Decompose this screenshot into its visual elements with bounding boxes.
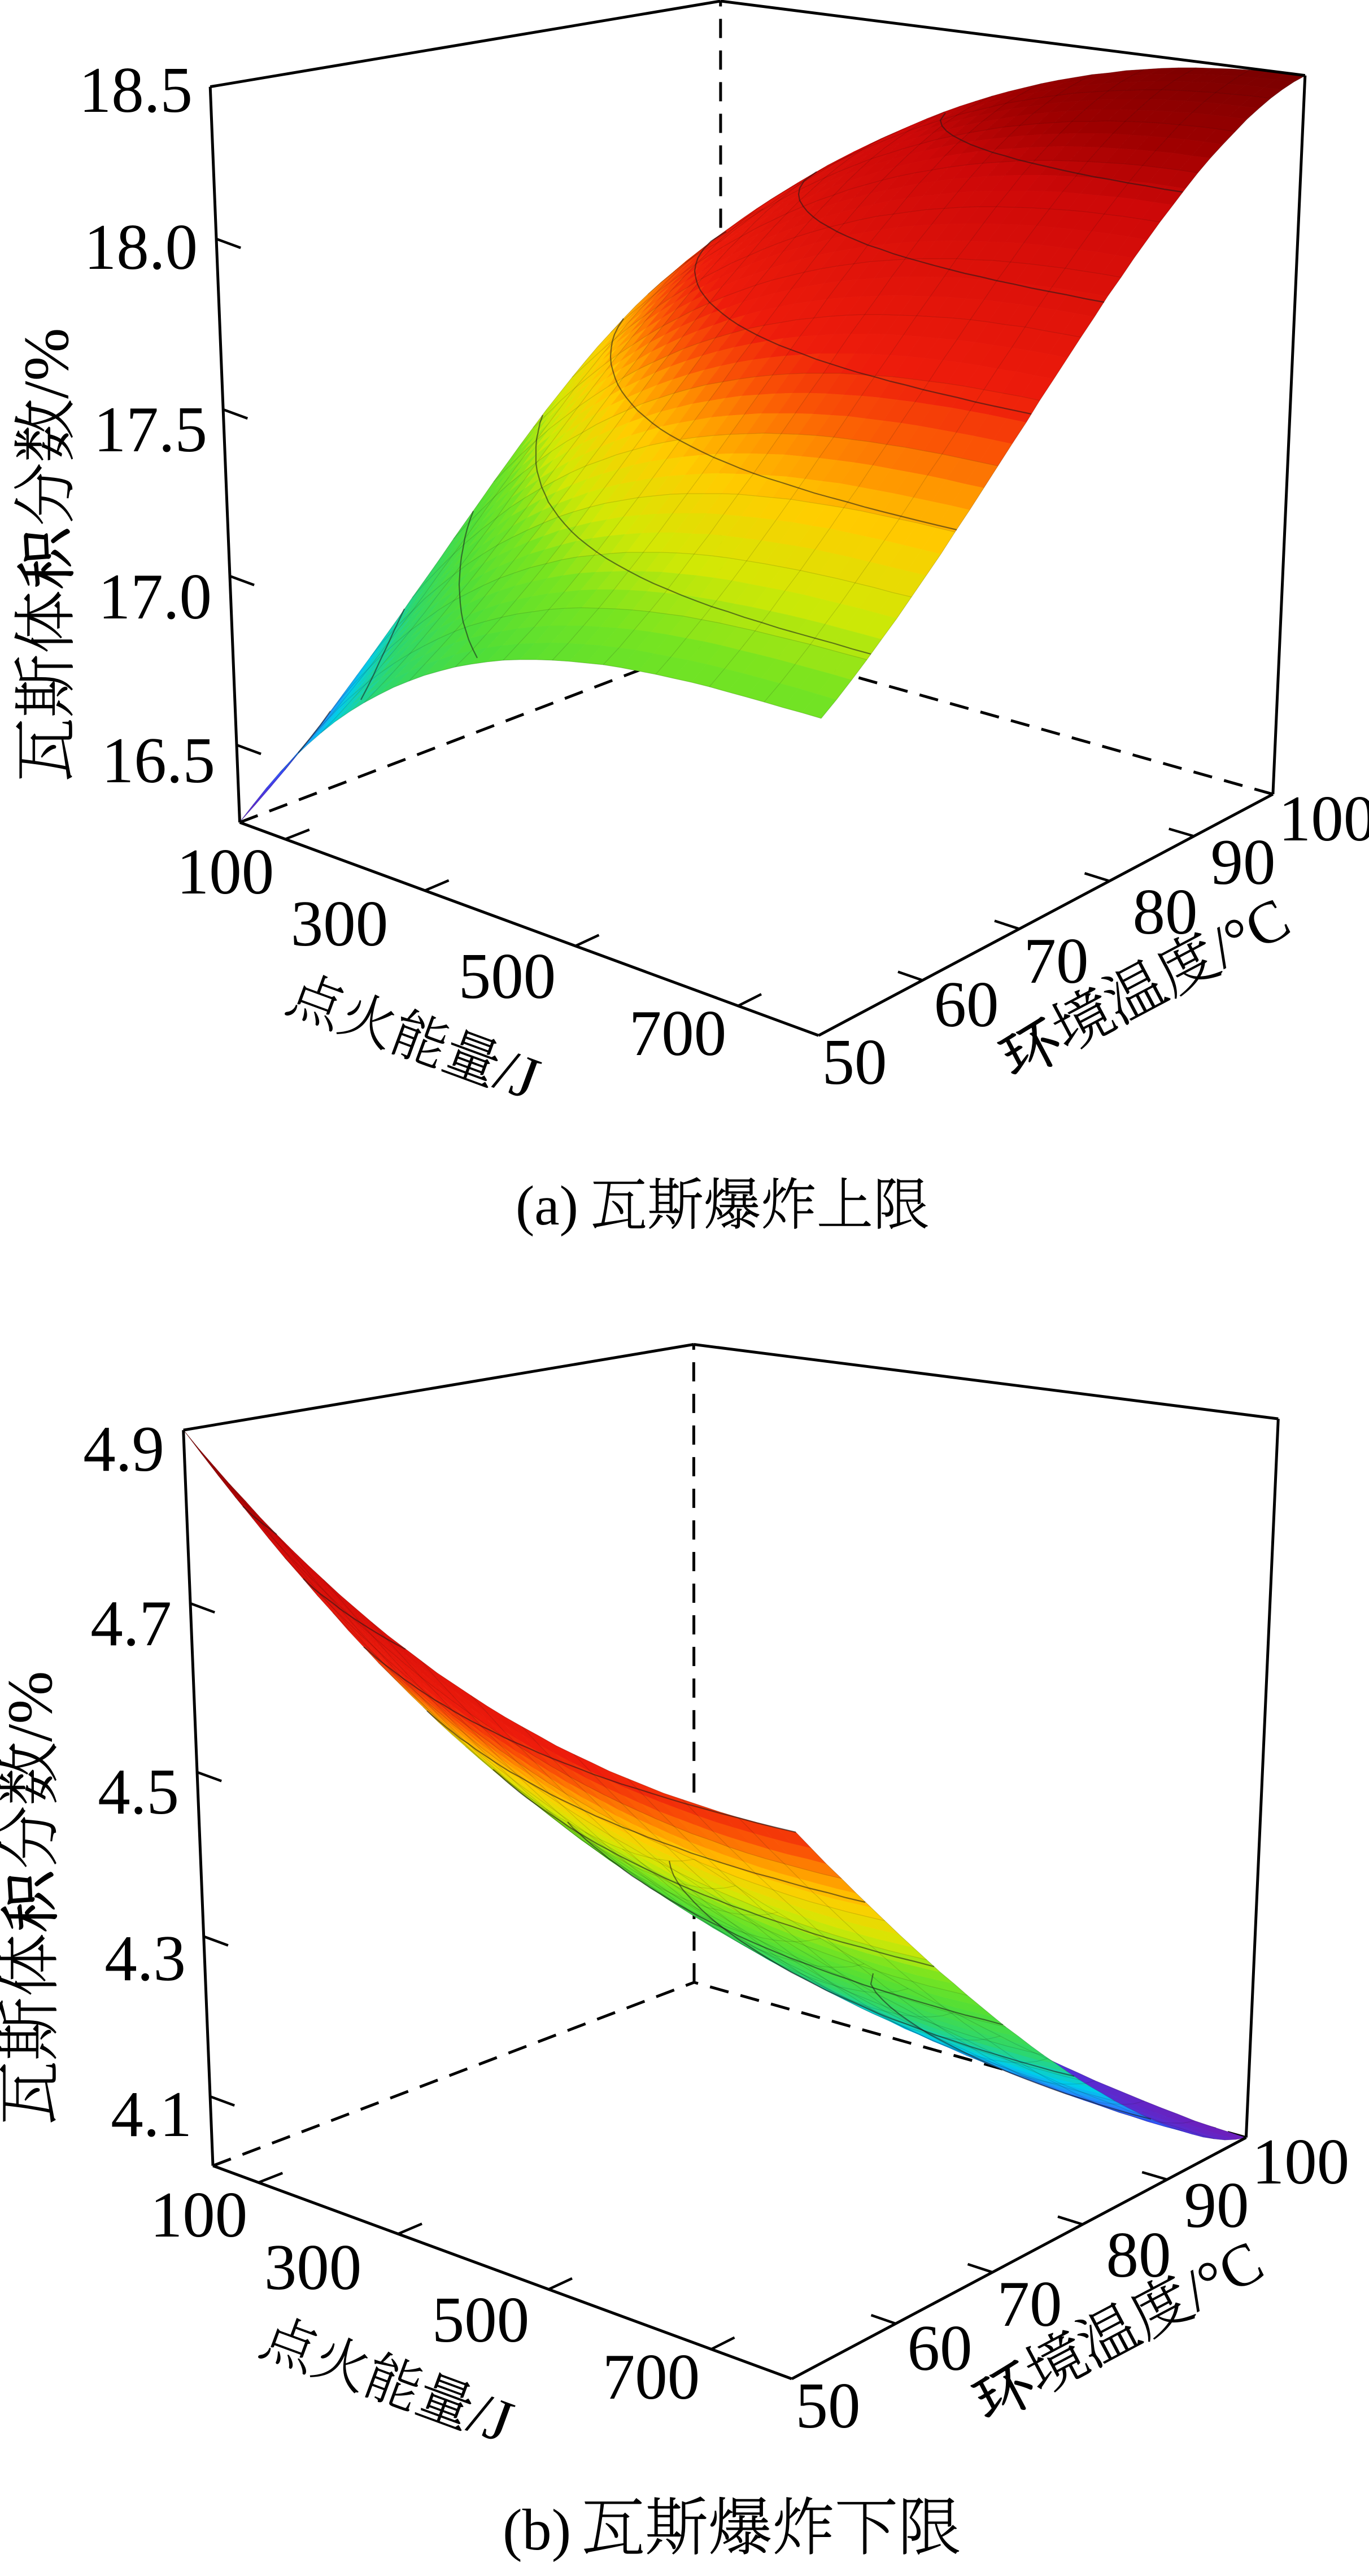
svg-text:17.0: 17.0 xyxy=(98,561,212,633)
svg-text:4.7: 4.7 xyxy=(90,1588,172,1659)
svg-text:18.0: 18.0 xyxy=(84,211,198,283)
svg-text:(a): (a) xyxy=(516,1174,578,1237)
svg-text:50: 50 xyxy=(822,1026,887,1098)
svg-text:700: 700 xyxy=(629,997,727,1069)
svg-text:17.5: 17.5 xyxy=(94,394,207,465)
svg-text:/%: /% xyxy=(11,328,82,399)
svg-text:90: 90 xyxy=(1211,826,1276,898)
svg-text:80: 80 xyxy=(1106,2219,1171,2291)
svg-text:300: 300 xyxy=(264,2231,362,2303)
svg-text:(b): (b) xyxy=(503,2497,571,2562)
svg-text:100: 100 xyxy=(1252,2126,1350,2198)
svg-text:18.5: 18.5 xyxy=(79,54,193,126)
svg-text:4.1: 4.1 xyxy=(111,2078,192,2150)
svg-text:70: 70 xyxy=(997,2268,1062,2340)
svg-text:80: 80 xyxy=(1133,876,1198,948)
svg-text:300: 300 xyxy=(291,888,389,960)
svg-text:500: 500 xyxy=(432,2284,530,2356)
svg-text:90: 90 xyxy=(1184,2169,1249,2241)
svg-text:700: 700 xyxy=(603,2341,700,2413)
svg-text:4.9: 4.9 xyxy=(83,1413,164,1485)
svg-text:100: 100 xyxy=(150,2179,248,2251)
svg-text:50: 50 xyxy=(796,2370,861,2442)
svg-text:60: 60 xyxy=(908,2312,973,2384)
svg-text:4.3: 4.3 xyxy=(104,1923,186,1994)
svg-text:100: 100 xyxy=(1279,783,1369,855)
svg-text:500: 500 xyxy=(459,940,556,1012)
svg-text:16.5: 16.5 xyxy=(102,725,215,796)
svg-text:/%: /% xyxy=(0,1671,66,1742)
svg-text:70: 70 xyxy=(1024,925,1089,997)
svg-text:100: 100 xyxy=(177,836,274,908)
svg-text:60: 60 xyxy=(934,969,999,1040)
svg-text:4.5: 4.5 xyxy=(98,1756,179,1828)
